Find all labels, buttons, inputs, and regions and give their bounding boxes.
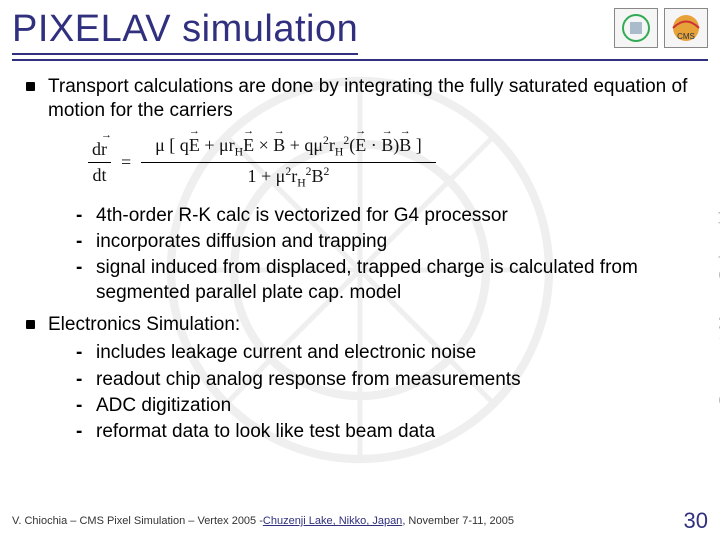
bullet-text: Transport calculations are done by integ…	[48, 76, 687, 121]
content-body: Transport calculations are done by integ…	[0, 61, 720, 445]
equation-of-motion: dr dt = μ [ qE + μrHE × B + qμ2rH2(E · B…	[88, 132, 690, 194]
footer-tail: , November 7-11, 2005	[402, 515, 514, 527]
page-number: 30	[684, 508, 708, 534]
sub-item: 4th-order R-K calc is vectorized for G4 …	[76, 204, 690, 228]
sub-item: readout chip analog response from measur…	[76, 368, 690, 392]
footer: V. Chiochia – CMS Pixel Simulation – Ver…	[12, 508, 708, 534]
electronics-subitems: includes leakage current and electronic …	[76, 341, 690, 444]
bullet-icon	[26, 82, 35, 91]
sub-item: incorporates diffusion and trapping	[76, 230, 690, 254]
logo-row: CMS	[614, 8, 708, 48]
svg-text:CMS: CMS	[677, 32, 695, 41]
footer-link[interactable]: Chuzenji Lake, Nikko, Japan	[263, 515, 402, 527]
bullet-transport: Transport calculations are done by integ…	[48, 75, 690, 124]
header: PIXELAV simulation CMS	[0, 0, 720, 55]
sub-item: includes leakage current and electronic …	[76, 341, 690, 365]
bullet-text: Electronics Simulation:	[48, 314, 240, 335]
transport-subitems: 4th-order R-K calc is vectorized for G4 …	[76, 204, 690, 305]
cms-logo: CMS	[664, 8, 708, 48]
uzh-logo	[614, 8, 658, 48]
bullet-icon	[26, 320, 35, 329]
sub-item: reformat data to look like test beam dat…	[76, 420, 690, 444]
footer-author: V. Chiochia – CMS Pixel Simulation – Ver…	[12, 515, 263, 527]
sub-item: ADC digitization	[76, 394, 690, 418]
page-title: PIXELAV simulation	[12, 8, 358, 55]
sub-item: signal induced from displaced, trapped c…	[76, 256, 690, 305]
bullet-electronics: Electronics Simulation:	[48, 313, 690, 337]
